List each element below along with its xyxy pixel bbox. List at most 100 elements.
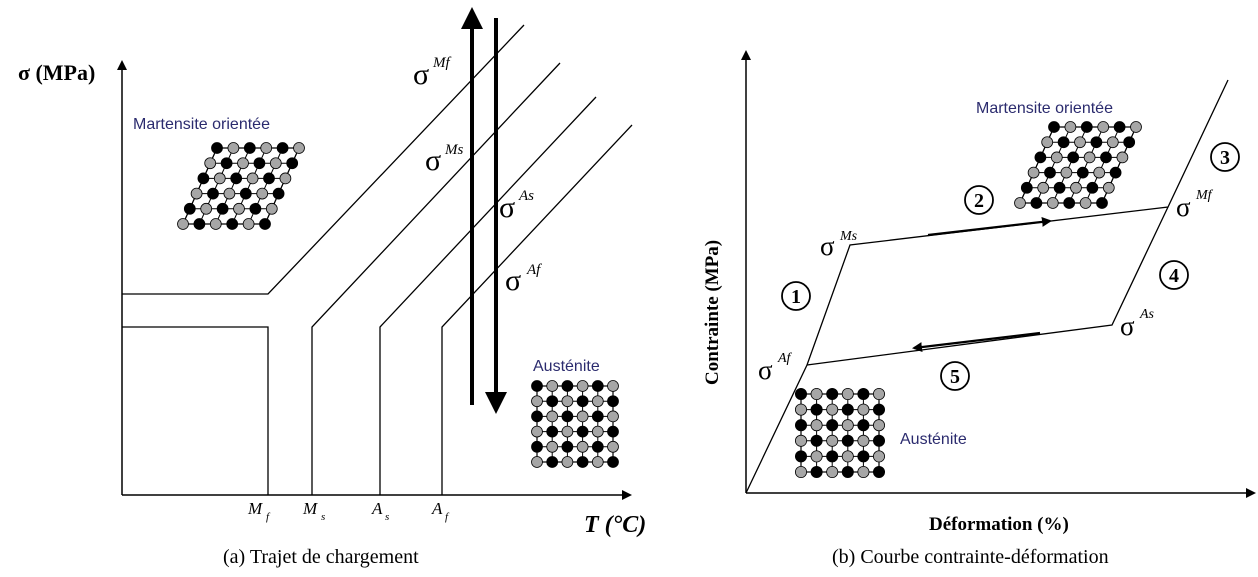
- right-y-axis-label: Contrainte (MPa): [702, 240, 723, 385]
- lattice-atom: [226, 218, 239, 230]
- lattice-atom: [591, 380, 604, 392]
- svg-text:f: f: [266, 511, 271, 523]
- lattice-atom: [794, 403, 808, 416]
- lattice-atom: [233, 202, 245, 215]
- lattice-atom: [177, 218, 189, 230]
- lattice-atom: [810, 465, 823, 479]
- left-martensite-label: Martensite orientée: [133, 116, 270, 133]
- lattice-atom: [857, 434, 870, 447]
- lattice-atom: [794, 465, 808, 479]
- lattice-atom: [607, 410, 619, 423]
- lattice-atom: [243, 142, 256, 154]
- unloading-path: [806, 206, 1169, 366]
- label-sigma-ms: σ Ms: [425, 142, 463, 177]
- lattice-atom: [1034, 151, 1047, 164]
- lattice-atom: [561, 425, 574, 438]
- lattice-atom: [841, 465, 854, 479]
- lattice-atom: [531, 410, 543, 423]
- line-mf: [122, 24, 525, 295]
- lattice-atom: [1074, 136, 1086, 149]
- svg-text:Af: Af: [777, 351, 793, 366]
- lattice-atom: [576, 440, 589, 453]
- lattice-atom: [286, 157, 299, 170]
- lattice-atom: [272, 187, 285, 200]
- right-martensite-label: Martensite orientée: [976, 100, 1113, 117]
- svg-text:Mf: Mf: [1195, 188, 1214, 203]
- lattice-atom: [576, 380, 589, 392]
- lattice-atom: [794, 387, 808, 401]
- label-sigma-ms-right: σ Ms: [820, 229, 858, 261]
- svg-text:5: 5: [950, 366, 960, 388]
- label-sigma-af-right: σ Af: [758, 351, 793, 385]
- svg-text:σ: σ: [425, 144, 441, 177]
- step-3-marker: 3: [1210, 142, 1240, 172]
- lattice-atom: [242, 218, 255, 230]
- lattice-atom: [794, 450, 808, 463]
- svg-text:Af: Af: [526, 262, 542, 278]
- lattice-atom: [872, 419, 886, 432]
- right-x-axis-label: Déformation (%): [929, 514, 1069, 535]
- lattice-atom: [810, 419, 823, 432]
- lattice-atom: [576, 395, 589, 408]
- lattice-atom: [810, 450, 823, 463]
- svg-text:σ: σ: [758, 355, 773, 385]
- lattice-atom: [246, 172, 259, 185]
- lattice-atom: [227, 142, 240, 154]
- tick-af: A f: [431, 499, 450, 523]
- lattice-atom: [237, 157, 249, 170]
- lattice-atom: [531, 425, 543, 438]
- lattice-atom: [1116, 151, 1129, 164]
- lattice-atom: [220, 157, 233, 170]
- tick-mf: M f: [247, 499, 271, 523]
- svg-text:σ: σ: [505, 264, 521, 297]
- svg-text:σ: σ: [413, 58, 429, 91]
- lattice-atom: [1037, 181, 1050, 194]
- lattice-atom: [183, 202, 196, 215]
- left-y-axis-label: σ (MPa): [18, 60, 95, 85]
- lattice-atom: [213, 172, 226, 185]
- lattice-atom: [216, 202, 229, 215]
- lattice-atom: [1070, 181, 1082, 194]
- lattice-atom: [561, 395, 574, 408]
- svg-text:2: 2: [974, 190, 984, 212]
- lattice-atom: [826, 450, 839, 463]
- lattice-atom: [223, 187, 236, 200]
- lattice-atom: [1083, 151, 1096, 164]
- lattice-atom: [591, 425, 604, 438]
- label-sigma-af: σ Af: [505, 262, 542, 297]
- lattice-atom: [1086, 181, 1099, 194]
- lattice-atom: [1014, 197, 1026, 209]
- lattice-atom: [591, 410, 604, 423]
- lattice-atom: [826, 387, 839, 401]
- lattice-atom: [265, 202, 278, 215]
- svg-text:σ: σ: [1120, 311, 1135, 341]
- lattice-atom: [810, 387, 823, 401]
- lattice-atom: [1096, 197, 1108, 209]
- lattice-atom: [576, 410, 589, 423]
- lattice-atom: [263, 172, 275, 185]
- lattice-atom: [1113, 121, 1126, 133]
- lattice-atom: [546, 380, 559, 392]
- svg-text:s: s: [321, 511, 325, 523]
- left-martensite-lattice: [177, 142, 305, 230]
- lattice-atom: [826, 465, 839, 479]
- lattice-atom: [546, 456, 559, 468]
- lattice-atom: [872, 465, 886, 479]
- lattice-atom: [607, 380, 619, 392]
- lattice-atom: [607, 395, 619, 408]
- lattice-atom: [531, 395, 543, 408]
- lattice-atom: [531, 440, 543, 453]
- label-sigma-mf-right: σ Mf: [1176, 188, 1214, 222]
- svg-text:M: M: [302, 499, 318, 518]
- svg-text:A: A: [431, 499, 443, 518]
- lattice-atom: [576, 425, 589, 438]
- lattice-atom: [546, 410, 559, 423]
- lattice-atom: [1109, 166, 1122, 179]
- lattice-atom: [279, 172, 292, 185]
- lattice-atom: [1079, 197, 1092, 209]
- lattice-atom: [1123, 136, 1136, 149]
- lattice-atom: [561, 410, 574, 423]
- lattice-atom: [1130, 121, 1142, 133]
